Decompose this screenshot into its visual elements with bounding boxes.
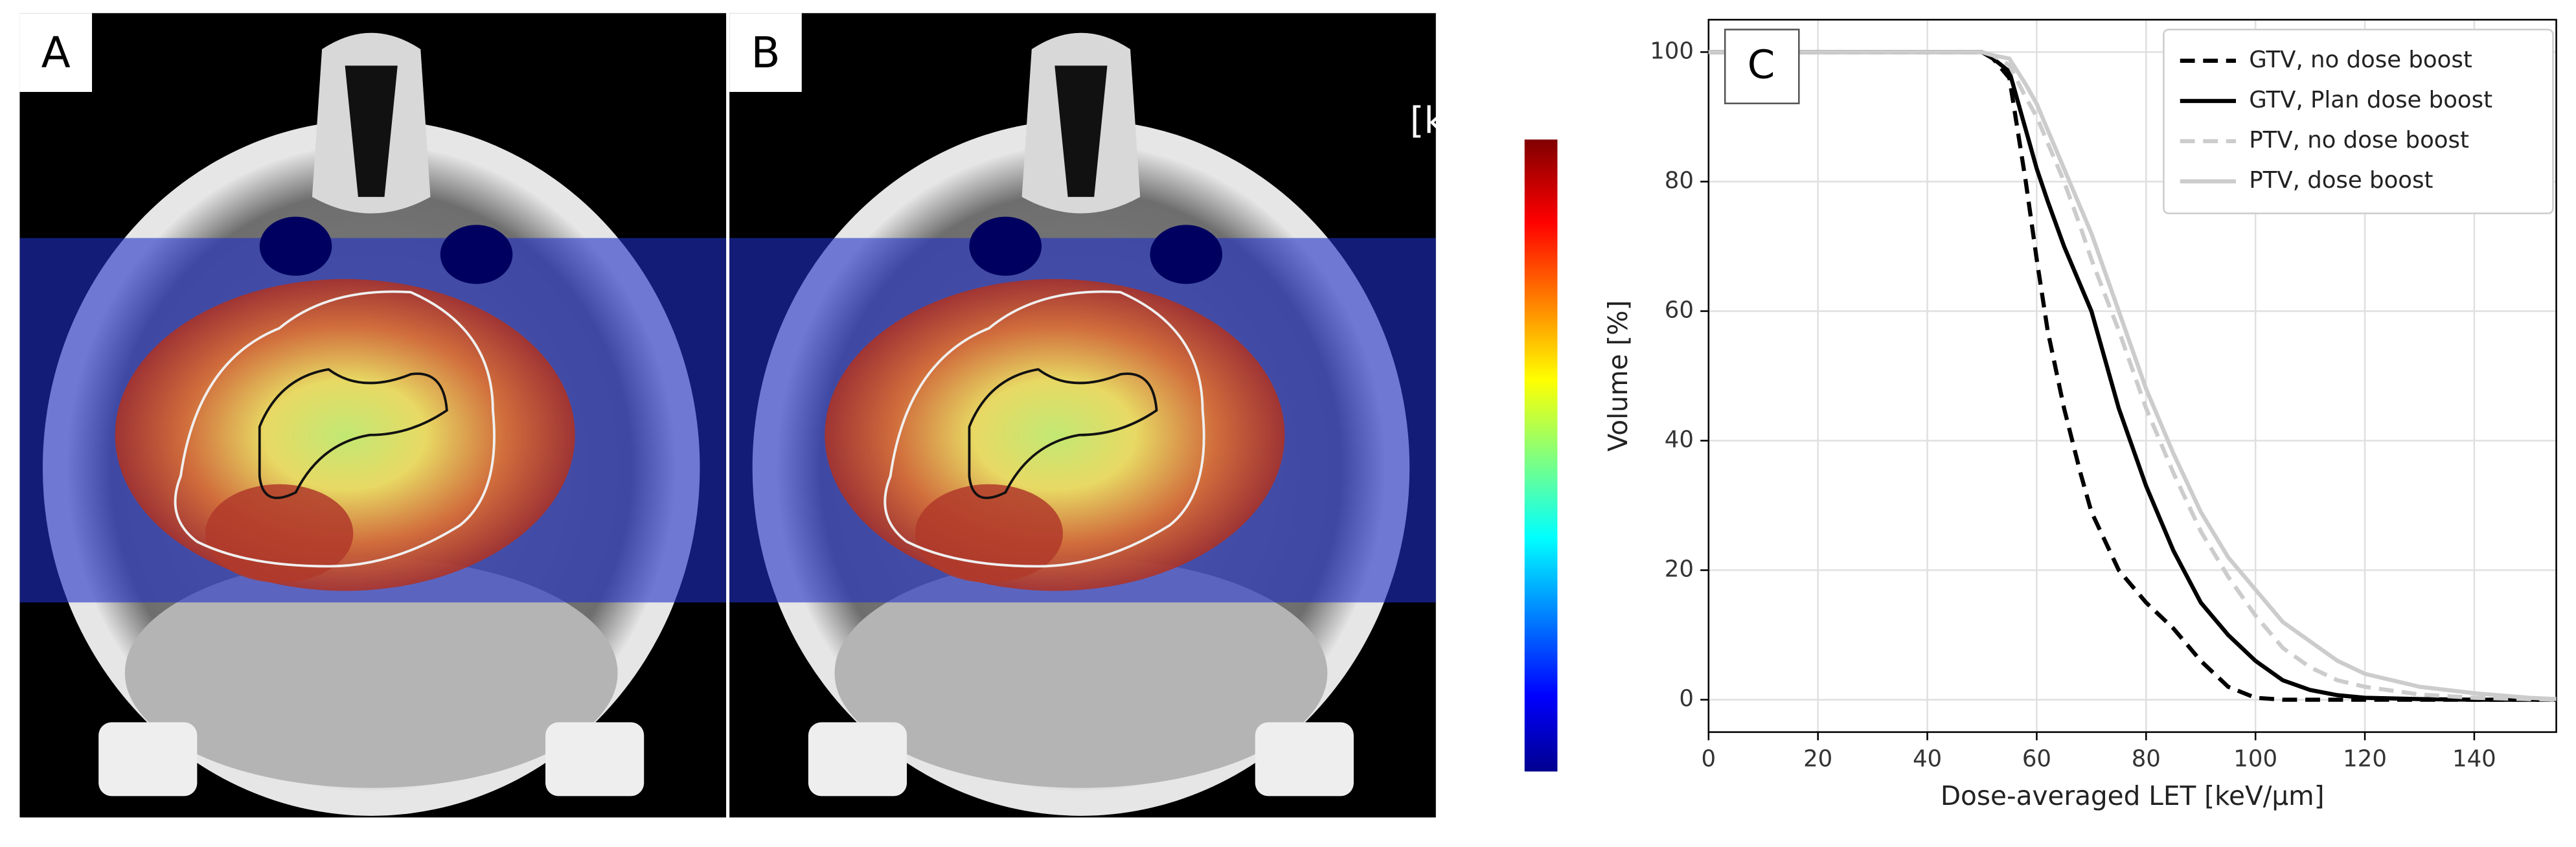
x-tick-label: 100 [2233,746,2277,773]
colorbar: LETd [kV/μm] 20 40 60 80 100 [1410,43,1558,791]
ptv-contour [883,290,1205,568]
legend-box [2163,28,2554,214]
nose-cavity [345,65,398,198]
occipital [1255,722,1354,796]
y-tick-label: 0 [1679,686,1694,712]
y-tick-label: 20 [1665,556,1694,583]
colorbar-tick-label: 80 [1462,312,1508,354]
colorbar-label: [kV/μm] [1410,100,1555,142]
x-axis-label: Dose-averaged LET [keV/μm] [1941,780,2325,811]
panel-label: A [41,28,71,78]
sinus [440,225,513,284]
panel-label-box [729,13,802,92]
ct-panel: B [729,13,1436,818]
y-tick-label: 100 [1650,38,1694,64]
colorbar-tick-label: 60 [1462,458,1508,500]
y-axis-label: Volume [%] [1602,300,1634,452]
x-tick-label: 0 [1702,746,1716,773]
colorbar-label: LETd [1463,43,1551,85]
legend-label: GTV, Plan dose boost [2249,87,2492,113]
x-tick-label: 120 [2343,746,2387,773]
brain [124,558,618,788]
legend-label: PTV, no dose boost [2249,127,2469,153]
panel-label-box [19,13,93,92]
legend-label: PTV, dose boost [2249,167,2433,194]
sinus [969,216,1042,276]
panel-label: B [751,28,780,78]
panel-label-box [1724,28,1800,104]
gtv-contour [258,368,448,499]
sinus [259,216,332,276]
x-tick-label: 40 [1913,746,1942,773]
colorbar-tick-label: 100 [1439,167,1508,209]
x-tick-label: 60 [2022,746,2051,773]
occipital [808,722,907,796]
series-line [1708,50,2557,702]
plot-frame [1707,19,2557,733]
panel-label: C [1748,43,1775,88]
x-tick-label: 140 [2452,746,2496,773]
series-line [1708,50,2557,701]
brain [834,558,1328,788]
colorbar-tick-label: 40 [1462,603,1508,645]
nose-cavity [1054,65,1108,198]
occipital [98,722,198,796]
colorbar-tick-label: 20 [1462,749,1508,791]
dvh-chart: 0 20 40 60 80 100 120 140 0 20 40 60 80 100 Dose-avera… [1602,19,2557,811]
x-tick-label: 80 [2132,746,2161,773]
y-tick-label: 60 [1665,297,1694,323]
y-tick-label: 80 [1665,167,1694,194]
colorbar-gradient [1524,139,1558,772]
series-line [1708,50,2557,702]
x-tick-label: 20 [1803,746,1832,773]
series-line [1708,50,2557,702]
y-tick-label: 40 [1665,427,1694,453]
ct-panel: A [19,13,727,818]
occipital [545,722,644,796]
ptv-contour [174,290,496,568]
sinus [1150,225,1223,284]
legend-label: GTV, no dose boost [2249,47,2472,73]
gtv-contour [968,368,1158,499]
